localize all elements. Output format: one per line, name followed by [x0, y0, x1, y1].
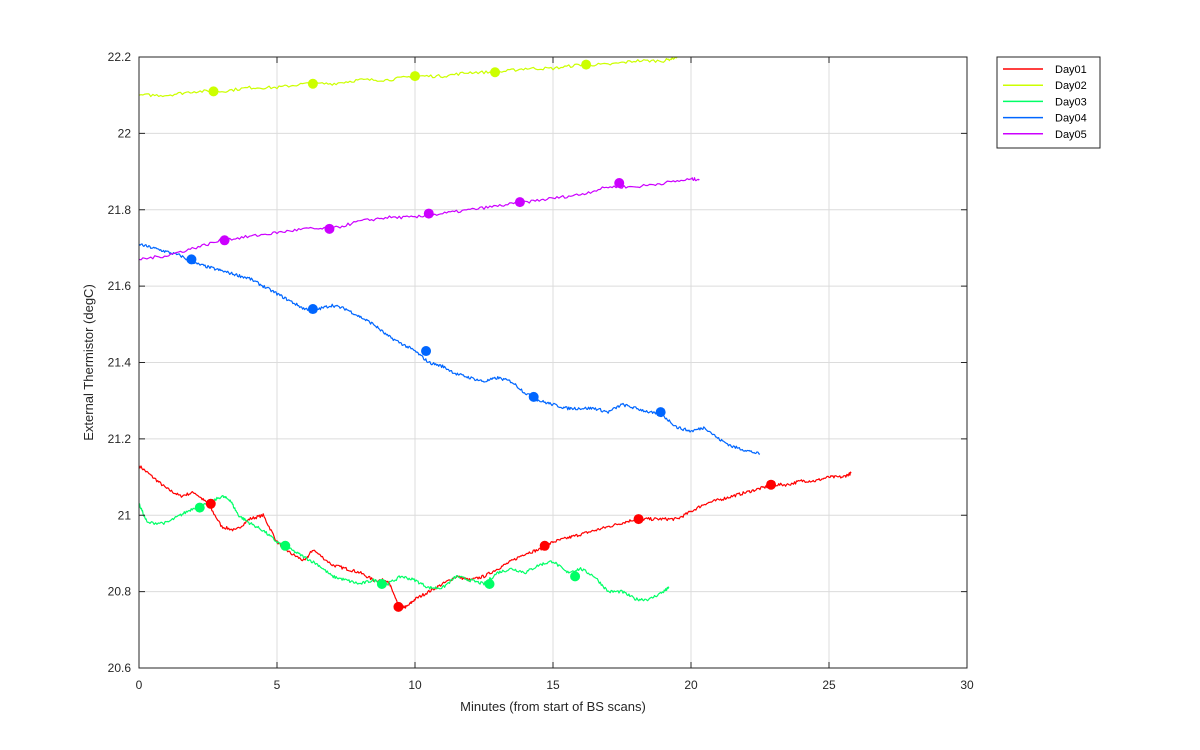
x-tick-label: 10	[408, 678, 422, 692]
legend-label-day03: Day03	[1055, 96, 1087, 108]
series-marker-day05	[219, 235, 230, 246]
legend-label-day02: Day02	[1055, 80, 1087, 92]
series-marker-day01	[393, 601, 404, 612]
series-marker-day04	[528, 391, 539, 402]
plot-area: 0 5 10 15 20 25 30 20.620.82121.221.421.621.82…	[108, 50, 974, 692]
series-marker-day02	[581, 59, 592, 70]
y-tick-label: 21	[118, 508, 132, 522]
y-tick-label: 21.2	[108, 432, 132, 446]
y-tick-label: 22.2	[108, 50, 132, 64]
series-marker-day03	[194, 502, 205, 513]
x-tick-label: 30	[960, 678, 974, 692]
series-marker-day01	[539, 540, 550, 551]
x-tick-label: 5	[274, 678, 281, 692]
legend: Day01 Day02 Day03 Day04 Day05	[996, 56, 1101, 149]
y-tick-label: 20.8	[108, 585, 132, 599]
series-marker-day02	[208, 86, 219, 97]
series-marker-day01	[633, 514, 644, 525]
x-tick-label: 20	[684, 678, 698, 692]
y-axis-label: External Thermistor (degC)	[81, 284, 96, 441]
series-marker-day03	[376, 578, 387, 589]
legend-box	[996, 56, 1101, 149]
y-tick-label: 22	[118, 126, 132, 140]
series-marker-day03	[570, 571, 581, 582]
series-marker-day05	[614, 178, 625, 189]
series-marker-day01	[766, 479, 777, 490]
x-axis-ticks: 0 5 10 15 20 25 30	[136, 57, 974, 692]
series-marker-day01	[205, 498, 216, 509]
series-marker-day03	[484, 578, 495, 589]
y-axis-ticks: 20.6 20.8 21 21.2 21.4 21.6 21.8 22 22.2	[108, 50, 967, 675]
y-tick-label: 20.6	[108, 661, 132, 675]
series-marker-day03	[280, 540, 291, 551]
y-tick-label: 21.6	[108, 279, 132, 293]
x-axis-label: Minutes (from start of BS scans)	[460, 699, 646, 714]
series-marker-day04	[655, 407, 666, 418]
series-markers	[186, 59, 777, 612]
series-marker-day04	[307, 304, 318, 315]
series-line-day03	[139, 495, 670, 602]
series-marker-day02	[307, 78, 318, 89]
series-marker-day04	[186, 254, 197, 265]
x-tick-label: 0	[136, 678, 143, 692]
legend-label-day01: Day01	[1055, 64, 1087, 76]
series-marker-day02	[490, 67, 501, 78]
legend-label-day05: Day05	[1055, 129, 1087, 141]
series-marker-day05	[514, 197, 525, 208]
series-line-day01	[138, 465, 852, 609]
series-marker-day02	[410, 71, 420, 82]
x-tick-label: 15	[546, 678, 560, 692]
series-marker-day05	[324, 223, 335, 234]
y-tick-label: 21.4	[108, 356, 132, 370]
x-tick-label: 25	[822, 678, 836, 692]
legend-label-day04: Day04	[1055, 113, 1087, 125]
series-marker-day05	[423, 208, 434, 219]
y-tick-label: 21.8	[108, 203, 132, 217]
series-marker-day04	[421, 346, 432, 357]
